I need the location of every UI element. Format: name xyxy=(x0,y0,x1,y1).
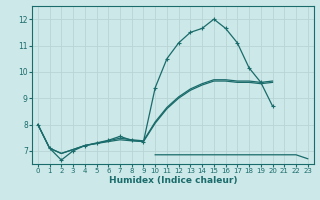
X-axis label: Humidex (Indice chaleur): Humidex (Indice chaleur) xyxy=(108,176,237,185)
